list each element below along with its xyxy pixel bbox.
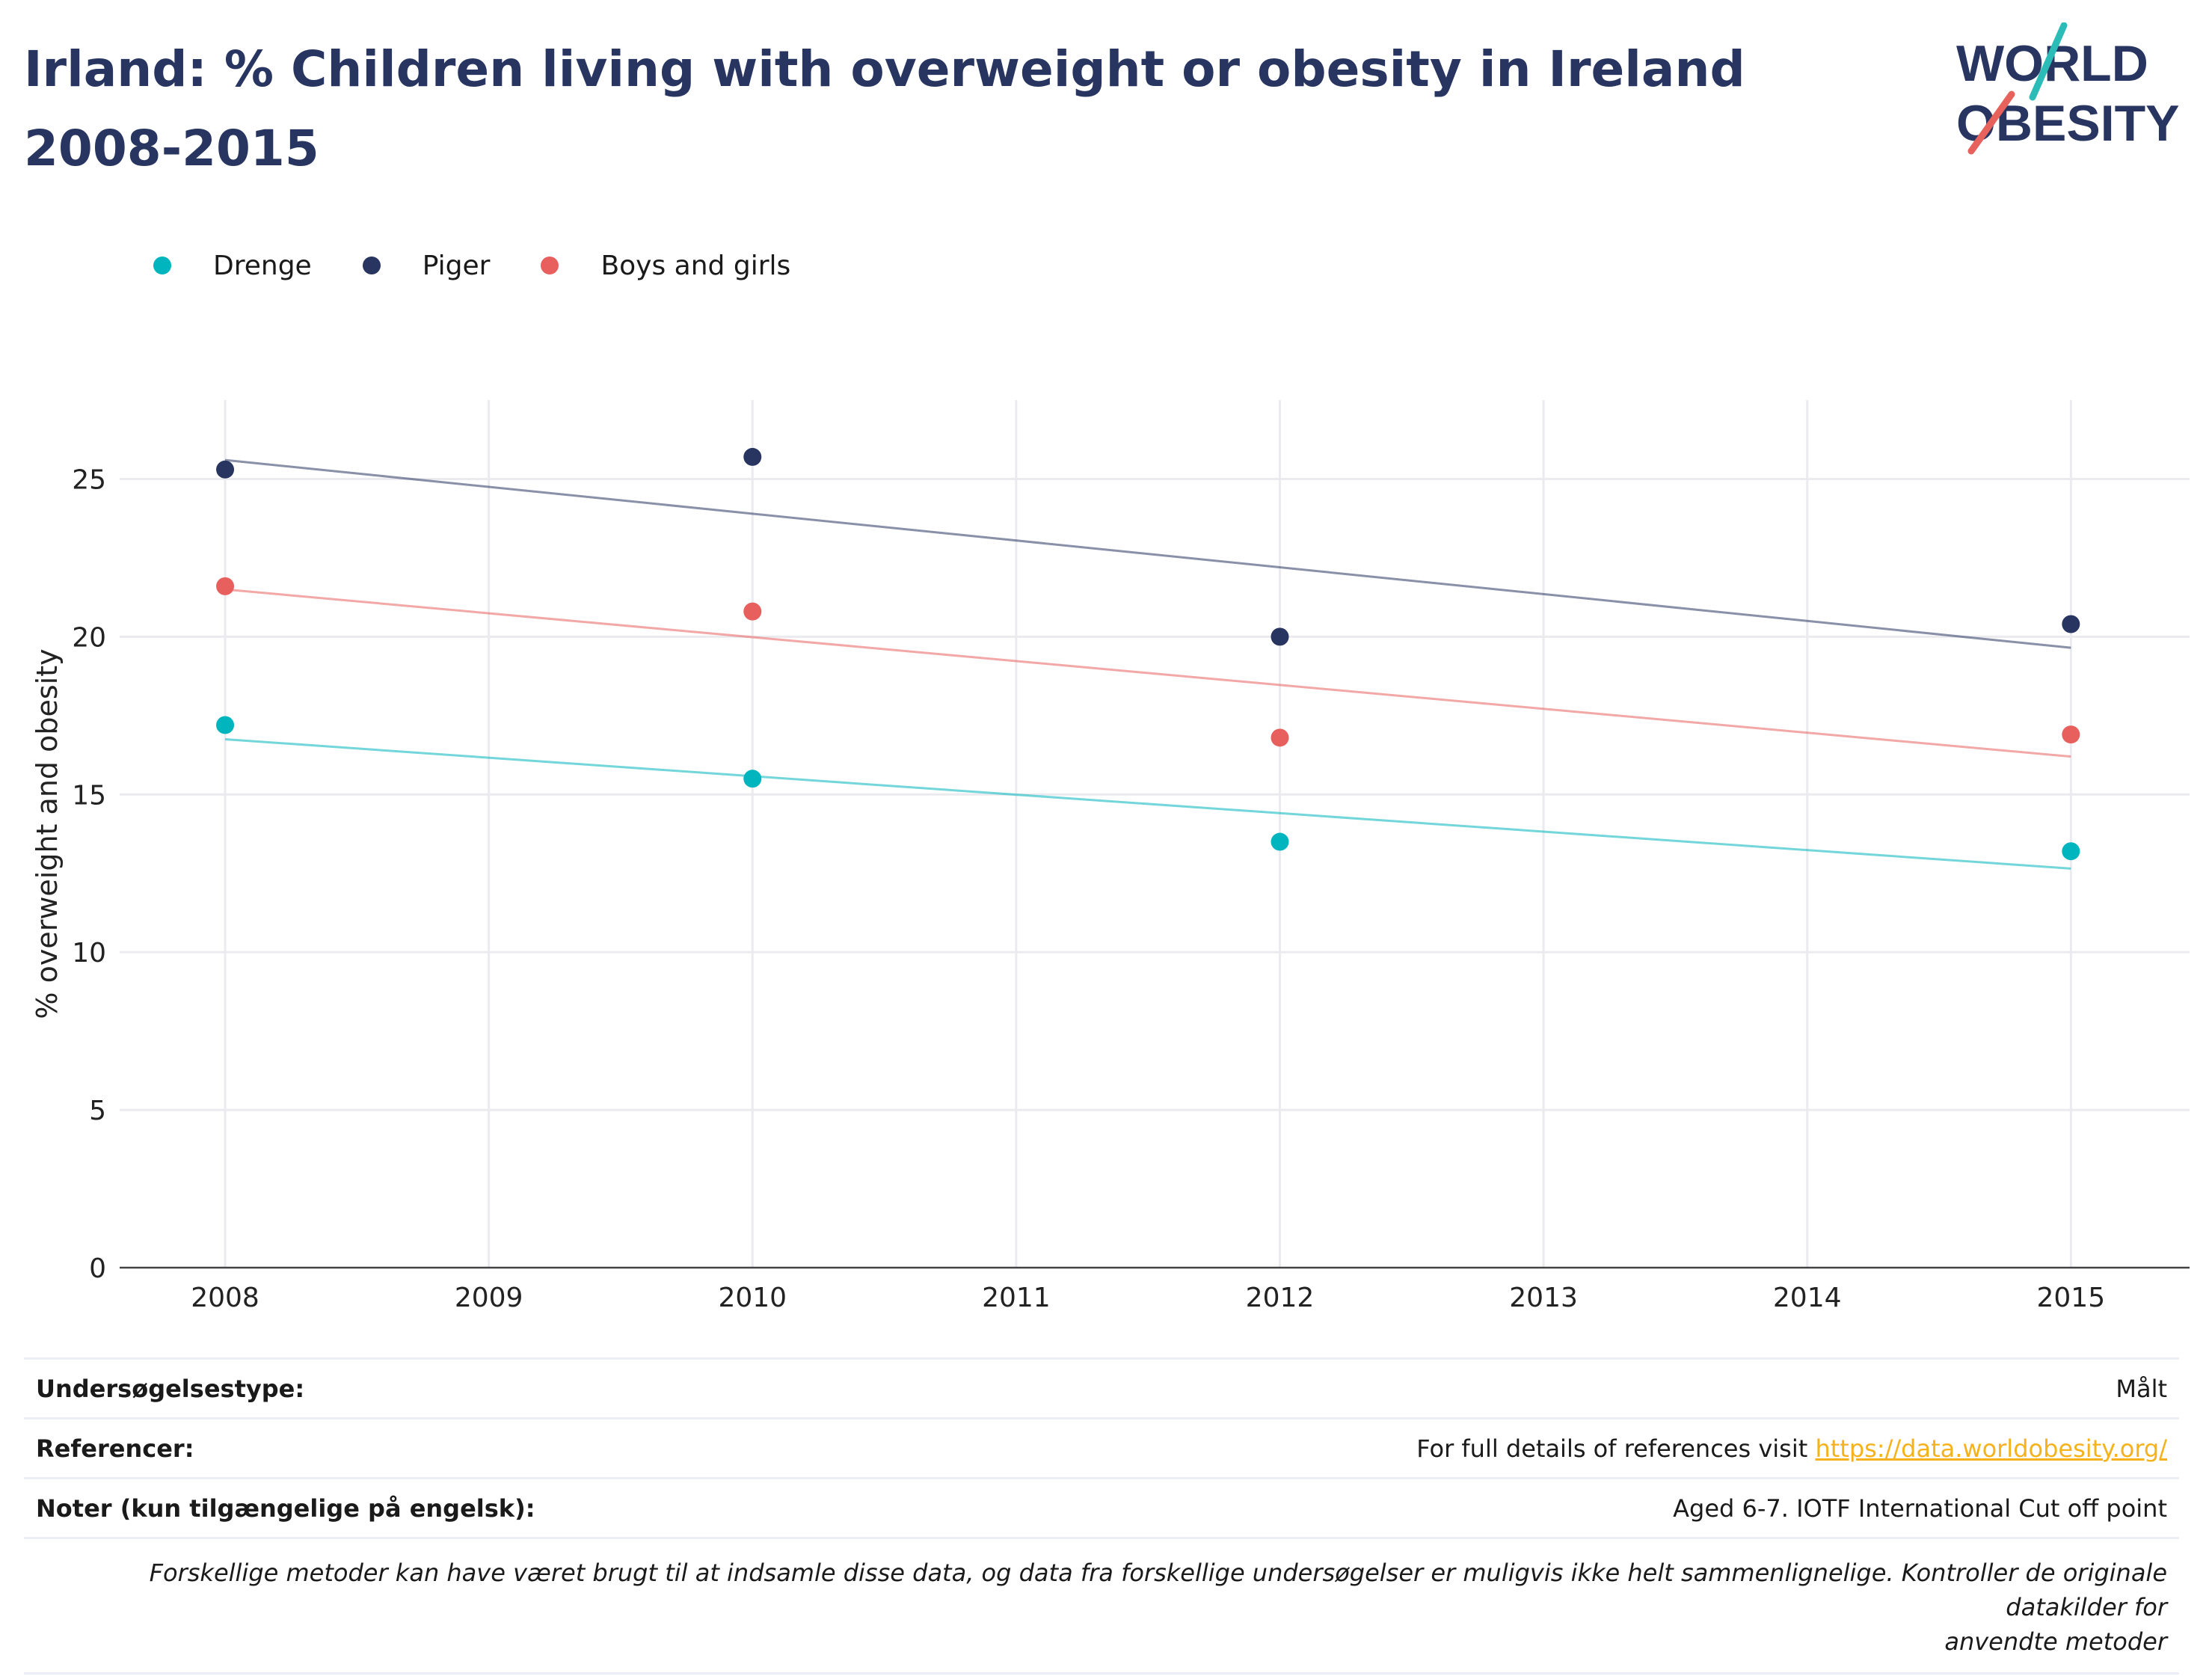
x-tick-label: 2012 bbox=[1246, 1283, 1315, 1313]
methods-disclaimer: Forskellige metoder kan have været brugt… bbox=[24, 1537, 2179, 1675]
notes-label: Noter (kun tilgængelige på engelsk): bbox=[36, 1494, 535, 1523]
legend-label-boys-and-girls: Boys and girls bbox=[600, 250, 791, 281]
legend-marker-boys-and-girls bbox=[541, 257, 559, 274]
references-label: Referencer: bbox=[36, 1434, 194, 1463]
data-point bbox=[743, 770, 762, 788]
footer-row-notes: Noter (kun tilgængelige på engelsk): Age… bbox=[24, 1477, 2179, 1537]
x-tick-label: 2008 bbox=[191, 1283, 259, 1313]
world-obesity-logo: WORLD OBESITY bbox=[1956, 22, 2180, 155]
data-point bbox=[1271, 728, 1289, 747]
survey-type-value: Målt bbox=[2116, 1374, 2167, 1403]
data-point bbox=[216, 716, 235, 734]
data-point bbox=[2062, 615, 2080, 633]
legend-label-drenge: Drenge bbox=[213, 250, 312, 281]
chart-title: Irland: % Children living with overweigh… bbox=[24, 40, 1745, 177]
data-point bbox=[1271, 832, 1289, 851]
notes-value: Aged 6-7. IOTF International Cut off poi… bbox=[1673, 1494, 2167, 1523]
footer-row-references: Referencer: For full details of referenc… bbox=[24, 1417, 2179, 1477]
legend-item-piger[interactable]: Piger bbox=[362, 250, 491, 281]
disclaimer-line-2: anvendte metoder bbox=[1944, 1627, 2167, 1656]
x-tick-label: 2014 bbox=[1773, 1283, 1842, 1313]
chart-legend: Drenge Piger Boys and girls bbox=[153, 247, 841, 284]
legend-item-drenge[interactable]: Drenge bbox=[153, 251, 312, 281]
x-tick-label: 2013 bbox=[1509, 1283, 1578, 1313]
references-text: For full details of references visit bbox=[1416, 1434, 1816, 1463]
x-tick-label: 2009 bbox=[455, 1283, 523, 1313]
y-tick-label: 15 bbox=[72, 780, 106, 811]
y-tick-label: 20 bbox=[72, 622, 106, 653]
data-point bbox=[216, 460, 235, 479]
data-point bbox=[743, 602, 762, 621]
data-point bbox=[2062, 725, 2080, 744]
x-tick-label: 2010 bbox=[718, 1283, 787, 1313]
chart-plot: 2008 2009 2010 2011 2012 2013 2014 2015 0 5 10 15 20… bbox=[31, 400, 2190, 1313]
legend-marker-piger bbox=[362, 257, 381, 274]
data-point bbox=[1271, 627, 1289, 646]
legend-label-piger: Piger bbox=[422, 250, 491, 281]
chart-footer: Undersøgelsestype: Målt Referencer: For … bbox=[24, 1357, 2179, 1675]
x-tick-label: 2011 bbox=[982, 1283, 1051, 1313]
y-axis-title: % overweight and obesity bbox=[31, 648, 64, 1019]
footer-row-survey-type: Undersøgelsestype: Målt bbox=[24, 1357, 2179, 1417]
trend-line bbox=[224, 588, 2071, 758]
y-tick-label: 5 bbox=[89, 1096, 106, 1126]
references-link[interactable]: https://data.worldobesity.org/ bbox=[1815, 1434, 2167, 1463]
survey-type-label: Undersøgelsestype: bbox=[36, 1374, 305, 1403]
y-tick-label: 0 bbox=[89, 1253, 106, 1284]
legend-item-boys-and-girls[interactable]: Boys and girls bbox=[541, 251, 790, 281]
trend-line bbox=[224, 458, 2071, 649]
legend-marker-drenge bbox=[153, 257, 171, 274]
y-tick-label: 25 bbox=[72, 464, 106, 495]
data-point bbox=[743, 447, 762, 466]
disclaimer-line-1: Forskellige metoder kan have været brugt… bbox=[149, 1559, 2167, 1621]
data-point bbox=[216, 577, 235, 595]
data-point bbox=[2062, 842, 2080, 861]
trend-line bbox=[224, 737, 2071, 870]
y-tick-label: 10 bbox=[72, 938, 106, 969]
references-value: For full details of references visit htt… bbox=[1416, 1434, 2167, 1463]
x-tick-label: 2015 bbox=[2037, 1283, 2106, 1313]
